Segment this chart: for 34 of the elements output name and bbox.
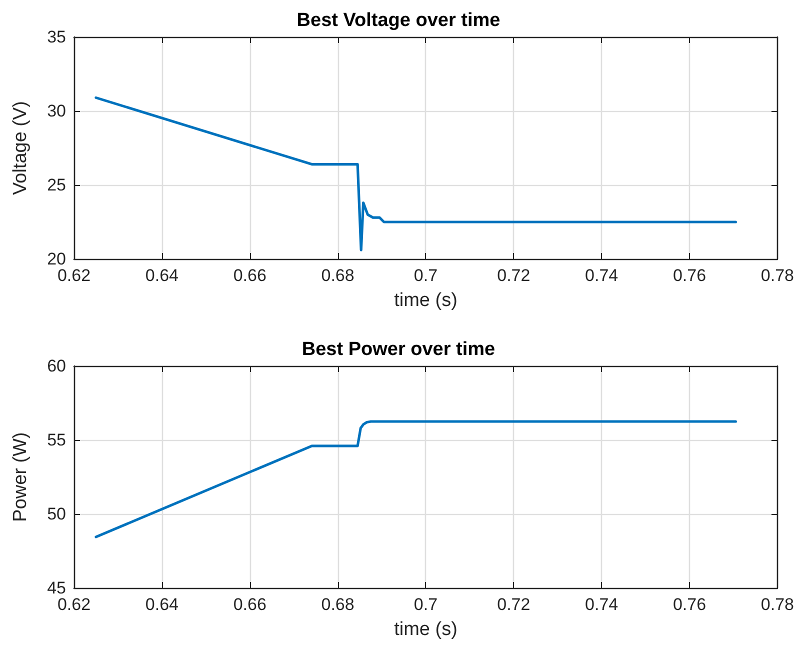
chart-title: Best Power over time xyxy=(302,339,496,360)
x-tick-label: 0.64 xyxy=(145,266,178,285)
x-tick-label: 0.74 xyxy=(585,595,618,614)
y-tick-label: 45 xyxy=(47,578,66,598)
x-tick-label: 0.62 xyxy=(57,266,91,285)
x-tick-label: 0.7 xyxy=(414,266,438,285)
y-tick-label: 60 xyxy=(47,356,66,376)
x-tick-label: 0.66 xyxy=(233,595,266,614)
x-tick-label: 0.76 xyxy=(672,595,706,614)
x-tick-label: 0.62 xyxy=(57,595,91,614)
x-tick-label: 0.68 xyxy=(321,266,354,285)
y-tick-label: 20 xyxy=(47,250,66,268)
y-axis-title: Power (W) xyxy=(10,432,31,522)
x-tick-label: 0.78 xyxy=(760,595,794,614)
x-tick-label: 0.66 xyxy=(233,266,266,285)
y-tick-label: 25 xyxy=(47,176,66,194)
y-tick-label: 30 xyxy=(47,102,66,120)
y-tick-label: 35 xyxy=(47,28,66,46)
chart-title: Best Voltage over time xyxy=(296,10,500,31)
x-axis-title: time (s) xyxy=(394,619,458,640)
x-tick-label: 0.78 xyxy=(760,266,794,285)
x-tick-label: 0.72 xyxy=(497,266,530,285)
x-tick-label: 0.64 xyxy=(145,595,178,614)
x-tick-label: 0.76 xyxy=(672,266,706,285)
y-tick-label: 55 xyxy=(47,430,66,450)
x-tick-label: 0.68 xyxy=(321,595,354,614)
x-axis-title: time (s) xyxy=(394,290,458,311)
x-tick-label: 0.74 xyxy=(585,266,618,285)
y-tick-label: 50 xyxy=(47,504,66,524)
line-series xyxy=(94,420,737,538)
x-tick-label: 0.72 xyxy=(497,595,530,614)
x-tick-label: 0.7 xyxy=(414,595,438,614)
line-series xyxy=(94,96,737,252)
y-axis-title: Voltage (V) xyxy=(10,101,31,195)
